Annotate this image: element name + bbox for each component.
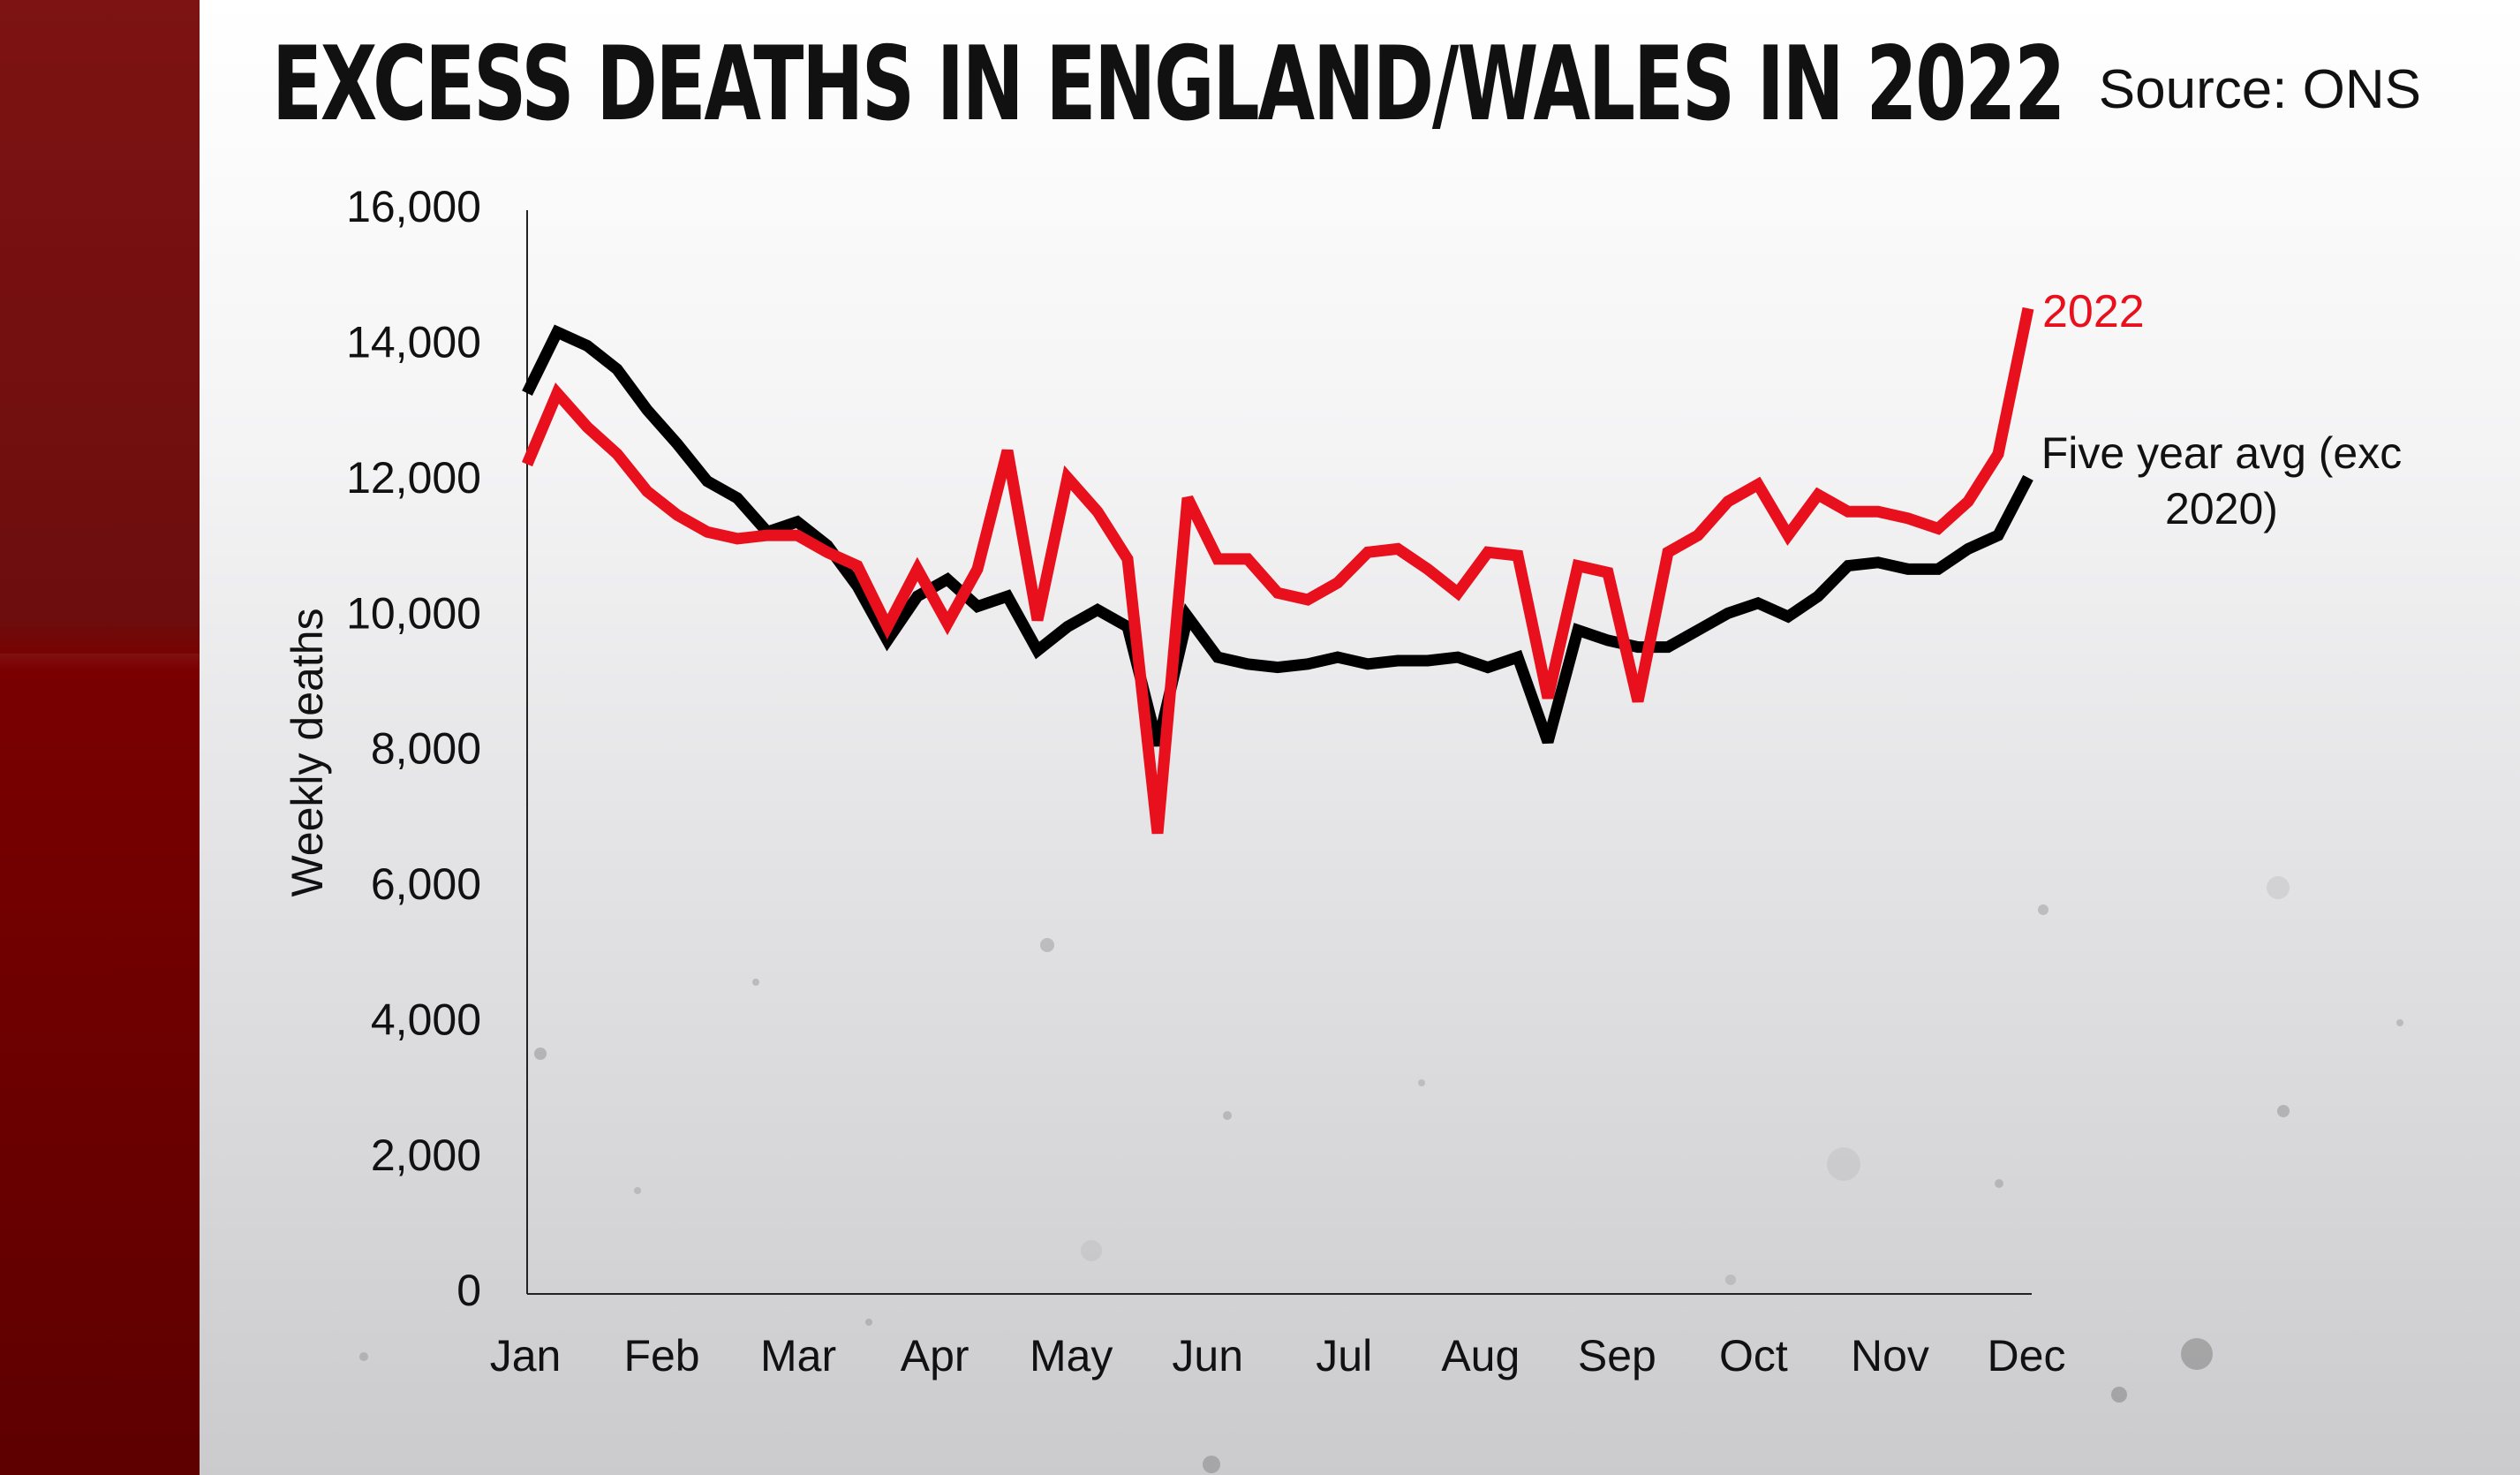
- x-tick-label: Aug: [1441, 1331, 1520, 1380]
- series-label-five-year-avg-line2: 2020): [2165, 484, 2278, 533]
- series-lines: [522, 306, 2034, 835]
- source-label: Source: ONS: [2098, 59, 2421, 120]
- x-tick-label: Jun: [1172, 1331, 1243, 1380]
- series-line-five-year-avg: [522, 324, 2033, 747]
- chart-axes: [526, 210, 2032, 1295]
- x-tick-label: Sep: [1578, 1331, 1656, 1380]
- x-axis-ticks: Jan Feb Mar Apr May Jun Jul Aug Sep Oct Nov Dec: [490, 1331, 2066, 1380]
- y-tick-label: 4,000: [371, 995, 481, 1044]
- y-tick-label: 2,000: [371, 1131, 481, 1180]
- x-tick-label: Oct: [1719, 1331, 1788, 1380]
- x-tick-label: Dec: [1988, 1331, 2066, 1380]
- y-axis-ticks: 0 2,000 4,000 6,000 8,000 10,000 12,000 14,000 1…: [283, 182, 481, 1315]
- x-tick-label: Jul: [1316, 1331, 1372, 1380]
- y-tick-label: 16,000: [346, 182, 481, 231]
- x-tick-label: Nov: [1851, 1331, 1929, 1380]
- x-tick-label: Mar: [760, 1331, 836, 1380]
- series-line-2022: [522, 306, 2034, 835]
- x-tick-label: Jan: [490, 1331, 562, 1380]
- x-tick-label: Apr: [901, 1331, 970, 1380]
- y-tick-label: 6,000: [371, 859, 481, 909]
- series-labels: 2022 Five year avg (exc 2020): [2041, 286, 2402, 533]
- y-tick-label: 14,000: [346, 318, 481, 367]
- y-tick-label: 10,000: [346, 588, 481, 638]
- series-label-2022: 2022: [2042, 286, 2145, 337]
- y-tick-label: 8,000: [371, 724, 481, 774]
- red-side-band: [0, 0, 200, 1475]
- x-tick-label: May: [1030, 1331, 1113, 1380]
- y-tick-label: 0: [456, 1266, 481, 1315]
- background-dots: [359, 876, 2403, 1473]
- x-tick-label: Feb: [623, 1331, 699, 1380]
- y-axis-label: Weekly deaths: [283, 608, 332, 896]
- series-label-five-year-avg: Five year avg (exc: [2041, 428, 2402, 478]
- chart-title: EXCESS DEATHS IN ENGLAND/WALES IN 2022: [272, 25, 2065, 144]
- y-tick-label: 12,000: [346, 453, 481, 503]
